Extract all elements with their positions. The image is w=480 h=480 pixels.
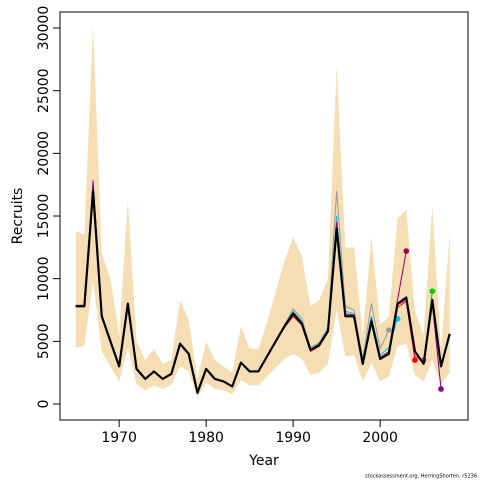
confidence-band [75,24,450,398]
y-tick-label: 0 [36,400,52,409]
x-tick-label: 1990 [275,430,311,446]
end-point [403,248,410,254]
end-point [386,327,392,333]
x-axis-label: Year [248,453,279,469]
x-tick-label: 1980 [188,430,224,446]
end-point [438,386,444,392]
y-axis-label: Recruits [10,188,26,245]
end-point [429,288,436,295]
footnote: stockassessment.org, HerringShorten, r52… [365,474,477,480]
y-tick-label: 25000 [36,68,52,113]
x-tick-label: 1970 [101,430,137,446]
y-tick-label: 20000 [36,131,52,176]
end-point [412,357,418,363]
y-tick-label: 15000 [36,194,52,239]
x-tick-label: 2000 [362,430,398,446]
series-line [75,189,451,394]
y-tick-label: 10000 [36,256,52,301]
plot-area [75,24,451,398]
y-tick-label: 30000 [36,6,52,51]
y-tick-label: 5000 [36,324,52,360]
